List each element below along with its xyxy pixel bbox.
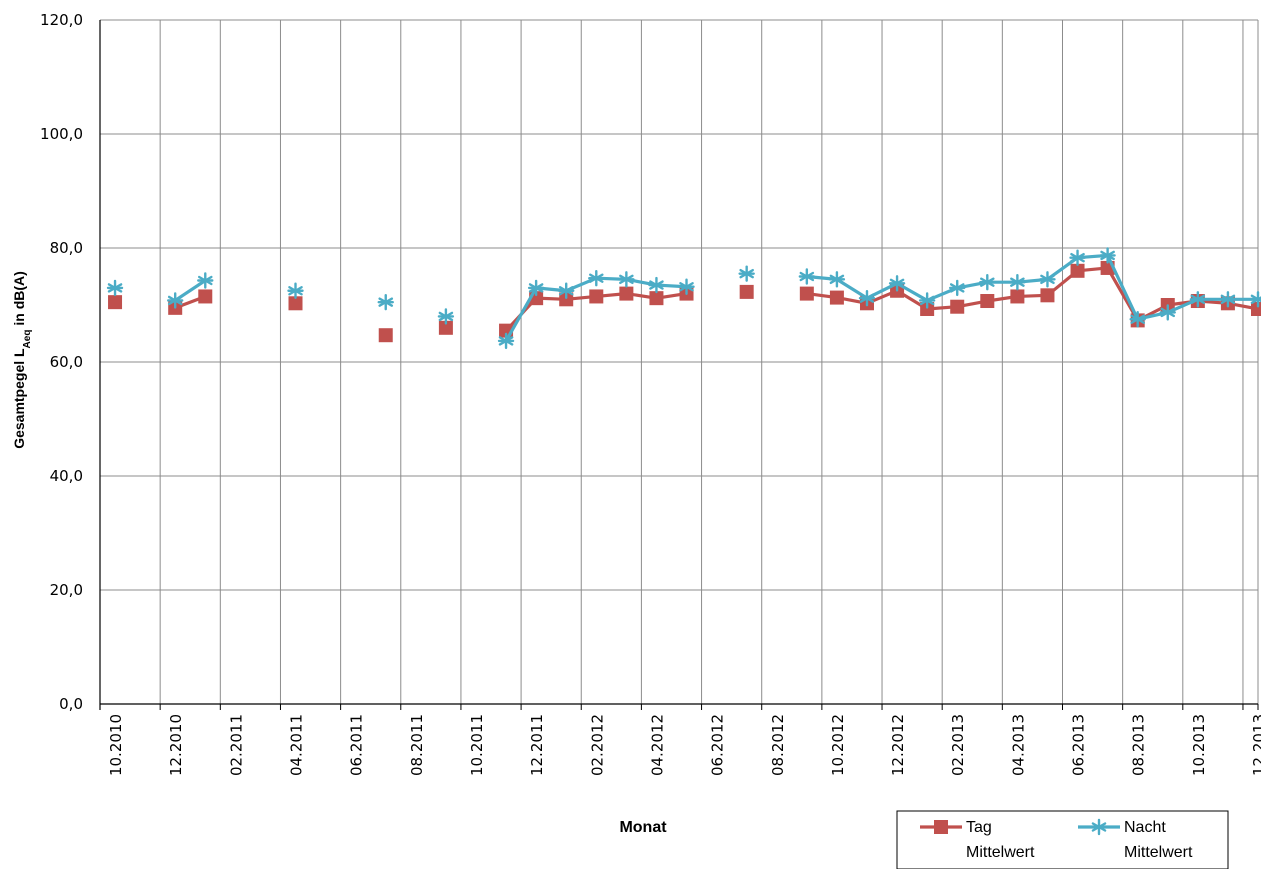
data-point-tag — [108, 295, 123, 310]
x-tick-label: 06.2013 — [1070, 714, 1088, 776]
data-point-tag — [950, 299, 965, 314]
data-point-nacht — [497, 332, 515, 350]
legend: Tag Mittelwert Nacht Mittelwert — [896, 810, 1229, 869]
data-point-nacht — [828, 271, 846, 288]
x-tick-label: 12.2011 — [528, 714, 546, 776]
x-tick-label: 08.2012 — [769, 714, 787, 776]
data-point-nacht — [1009, 274, 1026, 291]
data-point-nacht — [197, 272, 214, 289]
data-point-tag — [799, 286, 814, 301]
legend-marker-nacht — [1090, 818, 1108, 836]
series-tag — [108, 260, 1261, 343]
x-tick-label: 04.2012 — [648, 714, 666, 776]
data-point-tag — [649, 291, 664, 306]
y-tick-label: 100,0 — [40, 125, 83, 143]
data-point-nacht — [106, 279, 124, 297]
y-tick-label: 80,0 — [50, 239, 83, 257]
data-series — [106, 247, 1261, 350]
x-axis-label: Monat — [619, 819, 667, 836]
y-tick-label: 40,0 — [50, 467, 83, 485]
x-tick-label: 10.2011 — [468, 714, 486, 776]
series-line-segment — [806, 253, 1258, 321]
x-tick-label: 10.2010 — [107, 714, 125, 776]
x-tick-label: 12.2013 — [1250, 714, 1261, 776]
data-point-nacht — [648, 276, 665, 294]
legend-label-nacht-line1: Nacht — [1124, 819, 1166, 836]
x-tick-label: 06.2011 — [348, 714, 366, 776]
y-tick-labels: 0,0 20,0 40,0 60,0 80,0 100,0 120,0 — [40, 11, 83, 713]
x-tick-label: 02.2011 — [227, 714, 245, 776]
data-point-tag — [1070, 263, 1085, 278]
x-tick-label: 10.2013 — [1190, 714, 1208, 776]
data-point-nacht — [1159, 304, 1176, 321]
y-tick-label: 60,0 — [50, 353, 83, 371]
data-point-tag — [438, 320, 453, 335]
data-point-nacht — [287, 282, 304, 299]
data-point-nacht — [738, 265, 755, 282]
legend-label-nacht-line2: Mittelwert — [1124, 844, 1193, 861]
x-tick-label: 04.2011 — [288, 714, 306, 776]
data-point-tag — [559, 292, 574, 307]
x-tick-label: 04.2013 — [1009, 714, 1027, 776]
data-point-nacht — [558, 282, 575, 299]
data-point-tag — [980, 294, 995, 309]
x-tick-label: 08.2013 — [1130, 714, 1148, 776]
x-tick-label: 08.2011 — [408, 714, 426, 776]
data-point-nacht — [437, 308, 455, 325]
data-point-nacht — [1069, 249, 1086, 266]
data-point-nacht — [918, 292, 936, 309]
data-point-nacht — [588, 270, 605, 287]
data-point-tag — [619, 286, 634, 301]
data-point-nacht — [888, 275, 906, 292]
data-point-tag — [829, 290, 844, 305]
data-point-tag — [378, 328, 393, 343]
data-point-nacht — [618, 271, 635, 288]
x-tick-label: 12.2012 — [889, 714, 907, 776]
data-point-nacht — [858, 289, 876, 307]
series-line-segment — [806, 266, 1259, 322]
legend-entries — [920, 818, 1120, 836]
y-tick-label: 120,0 — [40, 11, 83, 29]
x-tick-label: 06.2012 — [709, 714, 727, 776]
data-point-tag — [198, 289, 213, 304]
data-point-nacht — [949, 279, 966, 297]
data-point-nacht — [527, 279, 545, 297]
data-point-nacht — [798, 268, 816, 285]
legend-marker-tag — [934, 820, 948, 834]
data-point-nacht — [1219, 291, 1237, 308]
y-tick-label: 0,0 — [59, 695, 83, 713]
legend-label-tag-line1: Tag — [966, 819, 992, 836]
data-point-nacht — [1039, 271, 1056, 288]
data-point-tag — [1010, 289, 1025, 304]
x-tick-labels: 10.2010 12.2010 02.2011 04.2011 06.2011 08.20… — [107, 714, 1261, 776]
y-tick-label: 20,0 — [50, 581, 83, 599]
data-point-nacht — [979, 274, 996, 291]
data-point-tag — [288, 296, 303, 311]
data-point-nacht — [1099, 247, 1116, 264]
series-nacht — [106, 247, 1261, 350]
x-tick-label: 02.2012 — [588, 714, 606, 776]
x-tick-label: 10.2012 — [829, 714, 847, 776]
data-point-tag — [920, 301, 935, 316]
x-tick-label: 12.2010 — [167, 714, 185, 776]
data-point-nacht — [166, 292, 184, 309]
data-point-nacht — [1249, 291, 1261, 308]
data-point-tag — [739, 284, 754, 299]
data-point-tag — [1040, 288, 1055, 303]
data-point-nacht — [377, 293, 394, 311]
legend-label-tag-line2: Mittelwert — [966, 844, 1035, 861]
data-point-tag — [1251, 301, 1261, 316]
legend-box — [896, 810, 1229, 869]
data-point-tag — [589, 289, 604, 304]
axes — [99, 20, 1259, 710]
data-point-nacht — [1189, 291, 1207, 308]
gridlines — [99, 19, 1259, 705]
x-tick-label: 02.2013 — [949, 714, 967, 776]
y-axis-label: Gesamtpegel LAeq in dB(A) — [11, 271, 33, 449]
data-point-nacht — [678, 278, 695, 295]
data-point-nacht — [1129, 311, 1146, 328]
